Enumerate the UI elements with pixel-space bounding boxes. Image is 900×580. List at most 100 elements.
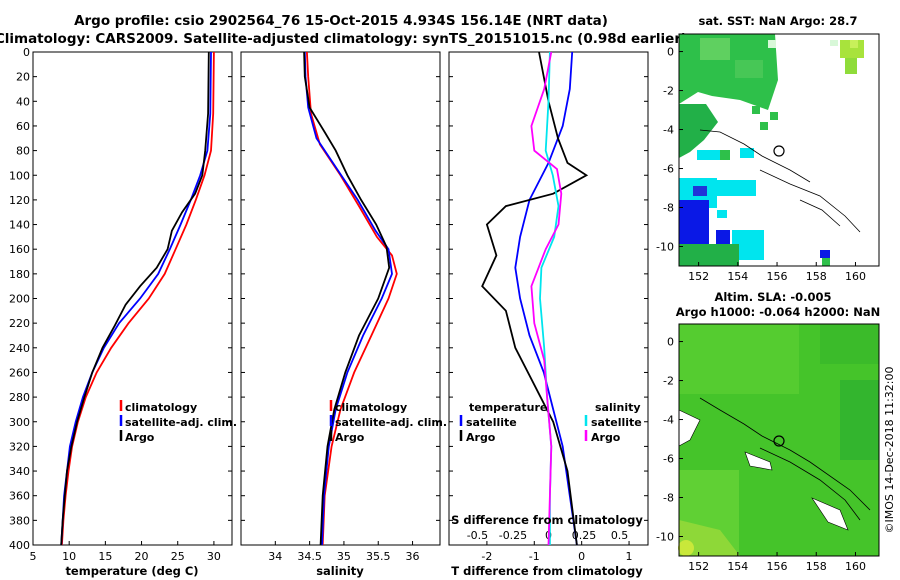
map-x-tick-label: 160 <box>845 270 866 283</box>
sla-map-shading <box>678 324 879 556</box>
title-line2: Climatology: CARS2009. Satellite-adjuste… <box>0 31 687 47</box>
map-x-tick-label: 152 <box>688 560 709 573</box>
series-argo <box>303 51 391 546</box>
map-y-tick-label: 0 <box>667 336 674 349</box>
sla-map-title1: Altim. SLA: -0.005 <box>714 290 831 304</box>
map-x-tick-label: 158 <box>806 270 827 283</box>
sst-map-ticks: 152 154 156 158 160 0 -2 -4 -6 -8 -10 <box>656 46 866 283</box>
salinity-depth-ticks <box>241 51 440 546</box>
y-tick-label: 160 <box>9 243 30 256</box>
salinity-panel: 34 34.5 35 35.5 36 salinity climatology sate… <box>240 51 447 578</box>
temperature-lines <box>60 51 215 546</box>
s-difference-label: S difference from climatology <box>451 513 643 527</box>
map-y-tick-label: -4 <box>663 414 674 427</box>
legend-s-satellite: satellite <box>591 416 642 429</box>
map-y-tick-label: -2 <box>663 375 674 388</box>
salinity-lines <box>303 51 398 546</box>
y-tick-label: 260 <box>9 366 30 379</box>
depth-axis: 0 20 40 60 80 100 120 140 160 180 200 220 240 260 280 3… <box>9 46 232 552</box>
temperature-panel: 0 20 40 60 80 100 120 140 160 180 200 220 240 260 280 3… <box>9 46 237 578</box>
salinity-legend: climatology satellite-adj. clim. Argo <box>329 400 447 444</box>
x-tick-label: 1 <box>626 550 633 563</box>
legend-t-satellite: satellite <box>466 416 517 429</box>
y-tick-label: 340 <box>9 465 30 478</box>
sst-map-frame <box>678 33 880 267</box>
y-tick-label: 200 <box>9 293 30 306</box>
x-tick-label: 25 <box>171 550 185 563</box>
sla-map: Altim. SLA: -0.005 Argo h1000: -0.064 h2… <box>656 290 880 573</box>
map-y-tick-label: -8 <box>663 492 674 505</box>
sst-argo-marker <box>773 145 785 157</box>
x-tick-label: 36 <box>406 550 420 563</box>
sal-legend-climatology: climatology <box>335 401 407 414</box>
map-y-tick-label: -6 <box>663 453 674 466</box>
y-tick-label: 240 <box>9 342 30 355</box>
map-y-tick-label: -10 <box>656 531 674 544</box>
salinity-xlabel: salinity <box>316 564 364 578</box>
x-tick-label: 34 <box>268 550 282 563</box>
sst-map-field <box>679 34 864 266</box>
series-argo <box>60 51 210 546</box>
map-x-tick-label: 154 <box>727 560 748 573</box>
sla-map-frame <box>678 323 880 557</box>
series-s-argo <box>530 51 563 546</box>
difference-axes <box>448 51 649 546</box>
temperature-x-axis: 5 10 15 20 25 30 <box>30 541 221 563</box>
map-y-tick-label: -4 <box>663 124 674 137</box>
x-tick-label: 0 <box>578 550 585 563</box>
legend-salinity-title: salinity <box>595 401 641 414</box>
map-y-tick-label: 0 <box>667 46 674 59</box>
difference-lines <box>481 51 589 546</box>
map-y-tick-label: -8 <box>663 202 674 215</box>
map-x-tick-label: 152 <box>688 270 709 283</box>
title-line1: Argo profile: csio 2902564_76 15-Oct-201… <box>74 13 608 29</box>
series-satellite <box>303 51 393 546</box>
temperature-legend: climatology satellite-adj. clim. Argo <box>119 400 237 444</box>
difference-depth-ticks <box>449 51 648 546</box>
sla-map-ticks: 152 154 156 158 160 0 -2 -4 -6 -8 -10 <box>656 336 866 573</box>
map-x-tick-label: 154 <box>727 270 748 283</box>
top-x-tick-label: -0.5 <box>467 529 488 542</box>
legend-climatology: climatology <box>125 401 197 414</box>
temperature-axes <box>32 51 233 546</box>
difference-x-axis: -2 -1 0 1 <box>481 541 633 563</box>
sal-legend-satellite: satellite-adj. clim. <box>335 416 447 429</box>
legend-temperature-title: temperature <box>469 401 547 414</box>
sla-argo-marker <box>773 435 785 447</box>
y-tick-label: 140 <box>9 219 30 232</box>
series-climatology <box>306 51 398 546</box>
map-y-tick-label: -10 <box>656 241 674 254</box>
y-tick-label: 280 <box>9 391 30 404</box>
y-tick-label: 60 <box>16 120 30 133</box>
series-t-satellite <box>514 51 578 546</box>
x-tick-label: -1 <box>529 550 540 563</box>
salinity-axes <box>240 51 441 546</box>
map-y-tick-label: -2 <box>663 85 674 98</box>
map-x-tick-label: 156 <box>767 270 788 283</box>
y-tick-label: 360 <box>9 490 30 503</box>
map-x-tick-label: 158 <box>806 560 827 573</box>
series-satellite <box>60 51 212 546</box>
x-tick-label: 30 <box>207 550 221 563</box>
y-tick-label: 100 <box>9 169 30 182</box>
y-tick-label: 220 <box>9 317 30 330</box>
x-tick-label: 10 <box>62 550 76 563</box>
legend-satellite: satellite-adj. clim. <box>125 416 237 429</box>
x-tick-label: 35.5 <box>366 550 391 563</box>
x-tick-label: 35 <box>337 550 351 563</box>
y-tick-label: 300 <box>9 416 30 429</box>
temperature-xlabel: temperature (deg C) <box>65 564 198 578</box>
y-tick-label: 320 <box>9 440 30 453</box>
sla-map-title2: Argo h1000: -0.064 h2000: NaN <box>676 305 880 319</box>
difference-legend: temperature satellite Argo salinity sate… <box>459 401 642 444</box>
top-x-tick-label: 0.25 <box>572 529 597 542</box>
legend-argo: Argo <box>125 431 155 444</box>
map-y-tick-label: -6 <box>663 163 674 176</box>
y-tick-label: 120 <box>9 194 30 207</box>
t-difference-label: T difference from climatology <box>451 564 643 578</box>
sal-legend-argo: Argo <box>335 431 365 444</box>
top-x-tick-label: 0.5 <box>611 529 629 542</box>
x-tick-label: 5 <box>30 550 37 563</box>
series-climatology <box>61 51 215 546</box>
